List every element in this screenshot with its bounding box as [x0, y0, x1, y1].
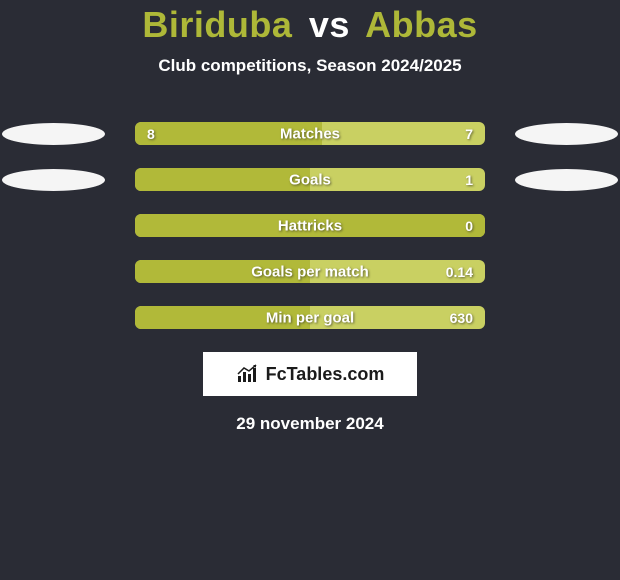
player1-name: Biriduba	[142, 4, 292, 45]
team-badge-right	[515, 169, 618, 191]
brand-text: FcTables.com	[266, 364, 385, 385]
spacer	[515, 307, 618, 329]
stat-bar: Min per goal630	[135, 306, 485, 329]
team-badge-right	[515, 123, 618, 145]
stat-bar-fill	[135, 122, 322, 145]
spacer	[2, 261, 105, 283]
player2-name: Abbas	[365, 4, 478, 45]
stat-row: 8Matches7	[0, 122, 620, 145]
spacer	[515, 215, 618, 237]
stat-row: Hattricks0	[0, 214, 620, 237]
stat-right-value: 1	[465, 172, 473, 188]
stat-row: Goals per match0.14	[0, 260, 620, 283]
brand-chart-icon	[236, 364, 260, 384]
stat-right-value: 0.14	[446, 264, 473, 280]
stat-left-value: 8	[147, 126, 155, 142]
spacer	[2, 307, 105, 329]
stat-row: Goals1	[0, 168, 620, 191]
subtitle: Club competitions, Season 2024/2025	[0, 56, 620, 76]
team-badge-left	[2, 169, 105, 191]
brand-box: FcTables.com	[203, 352, 417, 396]
stat-rows: 8Matches7 Goals1 Hattricks0 Goals per match…	[0, 122, 620, 329]
stat-right-value: 0	[465, 218, 473, 234]
stat-bar: Goals1	[135, 168, 485, 191]
stat-right-value: 630	[450, 310, 473, 326]
vs-label: vs	[309, 4, 350, 45]
spacer	[2, 215, 105, 237]
stat-bar-fill	[135, 306, 310, 329]
stat-bar: 8Matches7	[135, 122, 485, 145]
stat-bar: Goals per match0.14	[135, 260, 485, 283]
stat-bar-fill	[135, 214, 485, 237]
page-title: Biriduba vs Abbas	[0, 0, 620, 46]
spacer	[515, 261, 618, 283]
stat-bar-fill	[135, 260, 310, 283]
stat-right-value: 7	[465, 126, 473, 142]
brand-inner: FcTables.com	[236, 364, 385, 385]
date-label: 29 november 2024	[0, 414, 620, 434]
stat-bar-fill	[135, 168, 310, 191]
team-badge-left	[2, 123, 105, 145]
stat-row: Min per goal630	[0, 306, 620, 329]
stat-bar: Hattricks0	[135, 214, 485, 237]
